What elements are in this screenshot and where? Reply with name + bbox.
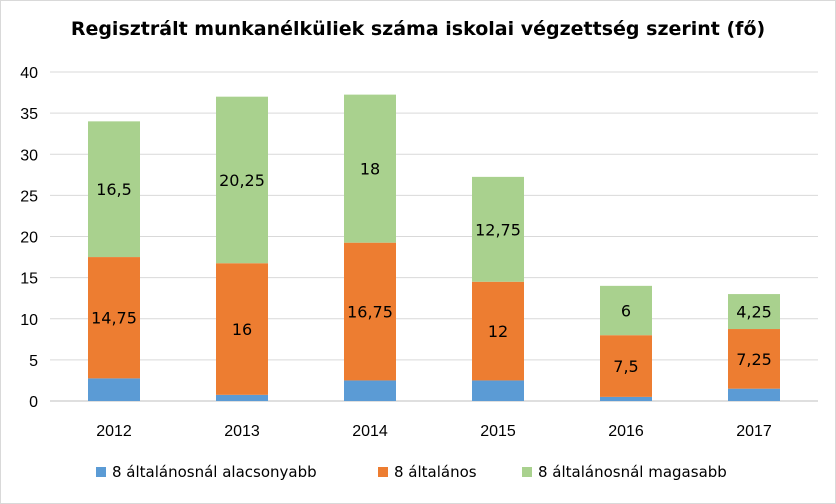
data-label: 16,5 [96,180,132,199]
x-tick-label: 2012 [96,423,132,440]
chart-legend: 8 általánosnál alacsonyabb 8 általános 8 á… [0,462,836,482]
x-tick-label: 2015 [480,423,516,440]
bar-segment-2 [728,329,780,389]
bar-segment-2 [216,263,268,395]
data-label: 14,75 [91,309,137,328]
legend-swatch [378,467,388,477]
y-tick-label: 20 [20,230,38,247]
data-label: 16 [232,320,252,339]
y-tick-label: 30 [20,147,38,164]
data-label: 16,75 [347,303,393,322]
y-tick-label: 0 [29,394,38,411]
legend-label: 8 általánosnál alacsonyabb [112,463,317,481]
chart-title: Regisztrált munkanélküliek száma iskolai… [70,18,766,40]
x-tick-label: 2014 [352,423,388,440]
y-tick-label: 10 [20,312,38,329]
x-tick-label: 2017 [736,423,772,440]
bar-segment-1 [472,380,524,401]
data-label: 6 [621,302,631,321]
bar-segment-3 [216,96,268,264]
x-tick-label: 2013 [224,423,260,440]
bar-segment-1 [88,378,140,401]
bar-segment-3 [344,94,396,243]
data-label: 12 [488,322,508,341]
bar-segment-3 [728,294,780,330]
legend-item: 8 általános [378,462,477,482]
data-label: 4,25 [736,303,772,322]
bar-segment-2 [344,242,396,381]
bar-segment-2 [600,335,652,397]
legend-swatch [96,467,106,477]
legend-label: 8 általánosnál magasabb [538,463,727,481]
y-tick-label: 35 [20,106,38,123]
y-tick-label: 40 [20,65,38,82]
bar-segment-3 [472,176,524,282]
data-label: 12,75 [475,220,521,239]
y-tick-label: 5 [29,353,38,370]
bar-segment-2 [88,257,140,379]
bar-segment-1 [344,380,396,401]
legend-item: 8 általánosnál alacsonyabb [96,462,317,482]
y-tick-label: 25 [20,188,38,205]
bar-segment-1 [728,388,780,401]
y-tick-label: 15 [20,271,38,288]
legend-label: 8 általános [394,463,477,481]
data-label: 18 [360,160,380,179]
data-label: 7,5 [613,357,638,376]
legend-swatch [522,467,532,477]
bar-segment-3 [88,121,140,258]
x-tick-label: 2016 [608,423,644,440]
bar-segment-2 [472,281,524,381]
bar-segment-1 [216,394,268,401]
data-label: 7,25 [736,350,772,369]
bar-segment-1 [600,396,652,401]
data-label: 20,25 [219,171,265,190]
legend-item: 8 általánosnál magasabb [522,462,727,482]
bar-segment-3 [600,285,652,336]
